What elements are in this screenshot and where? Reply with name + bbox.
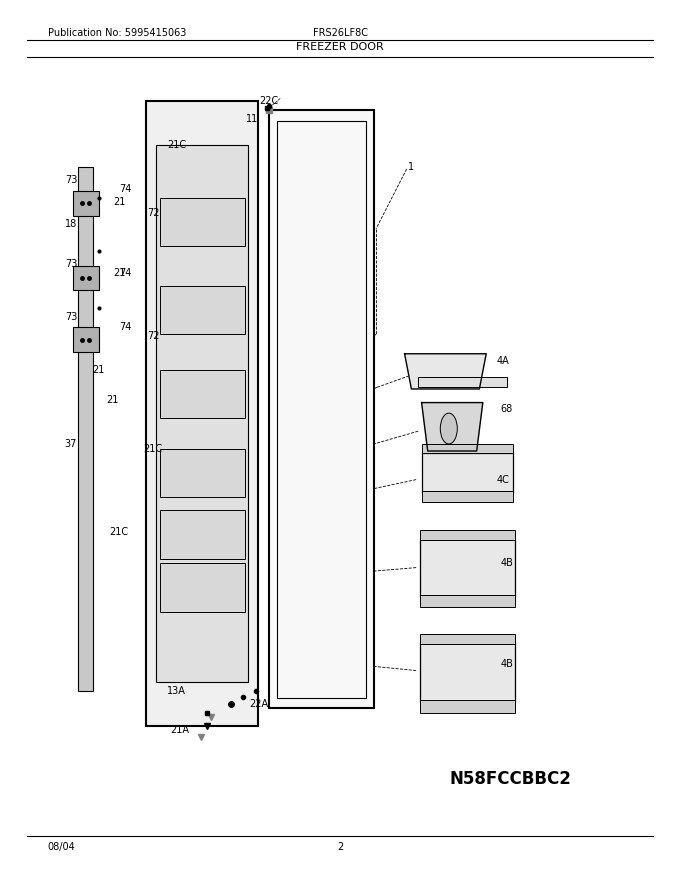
Bar (420, 539, 515, 597)
Bar (156, 145, 248, 682)
Text: 22C: 22C (259, 96, 278, 106)
Bar (269, 110, 374, 708)
Text: 21: 21 (106, 395, 118, 406)
Text: 72: 72 (147, 331, 159, 341)
Bar (420, 634, 515, 644)
Text: 73: 73 (65, 259, 78, 269)
Text: 21C: 21C (109, 527, 129, 538)
Bar (420, 530, 515, 540)
Text: 73: 73 (65, 175, 78, 186)
Bar (422, 444, 513, 453)
Text: 11: 11 (245, 114, 258, 124)
Text: 73: 73 (65, 312, 78, 322)
Bar (73, 327, 99, 352)
Text: 4B: 4B (500, 558, 513, 568)
Ellipse shape (441, 414, 457, 444)
Bar (418, 377, 507, 387)
Polygon shape (405, 354, 486, 389)
Bar (420, 595, 515, 607)
Text: 72: 72 (147, 208, 159, 218)
Bar (160, 286, 245, 334)
Text: 74: 74 (120, 184, 132, 194)
Text: FRS26LF8C: FRS26LF8C (313, 28, 368, 39)
Text: 18: 18 (65, 219, 78, 230)
Bar (146, 101, 258, 726)
Bar (420, 700, 515, 713)
Bar (160, 449, 245, 497)
Bar (160, 563, 245, 612)
Text: 37: 37 (64, 439, 76, 450)
Bar (420, 642, 515, 702)
Text: 21: 21 (113, 268, 125, 278)
Bar (160, 198, 245, 246)
Bar (422, 491, 513, 502)
Text: 1: 1 (408, 162, 415, 172)
Polygon shape (422, 403, 483, 451)
Bar (73, 191, 99, 216)
Bar (160, 370, 245, 418)
Bar (160, 510, 245, 559)
Text: 22A: 22A (249, 699, 268, 709)
Bar (422, 453, 513, 493)
Text: 21A: 21A (171, 725, 190, 736)
Text: 74: 74 (120, 268, 132, 278)
Text: 2: 2 (337, 841, 343, 852)
Bar (73, 266, 99, 290)
Text: 4B: 4B (500, 659, 513, 670)
Text: 68: 68 (500, 404, 513, 414)
Text: 21C: 21C (167, 140, 186, 150)
Bar (78, 167, 93, 691)
Text: 13A: 13A (167, 686, 186, 696)
Text: 08/04: 08/04 (48, 841, 75, 852)
Bar (277, 121, 366, 698)
Text: 74: 74 (120, 322, 132, 333)
Text: 4A: 4A (497, 356, 509, 366)
Text: 21C: 21C (143, 444, 163, 454)
Text: FREEZER DOOR: FREEZER DOOR (296, 41, 384, 52)
Text: 21: 21 (113, 197, 125, 208)
Text: 21: 21 (92, 364, 105, 375)
Text: 4C: 4C (497, 474, 509, 485)
Text: Publication No: 5995415063: Publication No: 5995415063 (48, 28, 186, 39)
Text: N58FCCBBC2: N58FCCBBC2 (449, 770, 571, 788)
